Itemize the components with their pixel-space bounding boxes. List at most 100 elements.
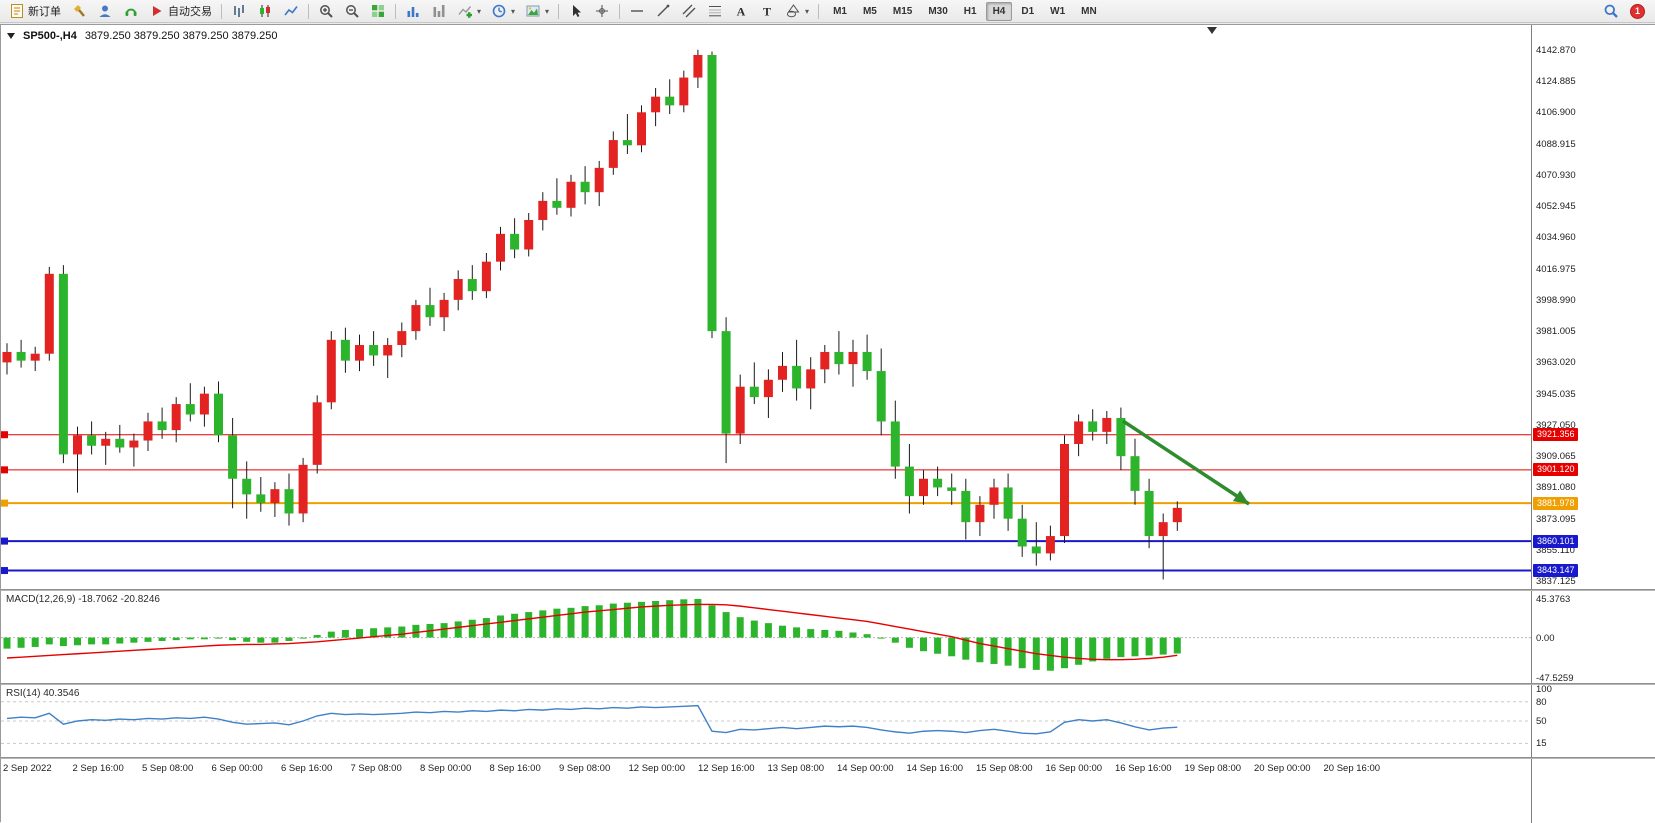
candle-bullish (763, 379, 773, 398)
candle-bullish (651, 96, 661, 113)
macd-histogram-bar (313, 635, 321, 638)
candle-bullish (806, 369, 816, 389)
line-left-marker[interactable] (1, 567, 8, 575)
rsi-scale-label: 100 (1536, 684, 1552, 695)
macd-histogram-bar (708, 605, 716, 638)
timeframe-h1-button[interactable]: H1 (963, 5, 977, 17)
candle-bearish (890, 421, 900, 467)
timeframe-m1-button[interactable]: M1 (833, 5, 847, 17)
auto-trading-button[interactable]: 自动交易 (145, 1, 216, 21)
candle-bullish (538, 200, 548, 220)
zoom-in-button[interactable] (314, 1, 338, 21)
dropdown-caret-icon: ▾ (511, 6, 516, 16)
chart-shift-marker[interactable] (1207, 27, 1217, 34)
line-left-marker[interactable] (1, 466, 8, 474)
rsi-scale-label: 80 (1536, 696, 1547, 708)
macd-panel[interactable] (1, 591, 1531, 683)
macd-histogram-bar (1159, 637, 1167, 655)
channel-tool-button[interactable] (677, 1, 701, 21)
macd-histogram-bar (539, 610, 547, 638)
templates-button[interactable]: ▾ (521, 1, 553, 21)
macd-label: MACD(12,26,9) -18.7062 -20.8246 (6, 594, 160, 605)
candle-bearish (1003, 487, 1013, 519)
timeframe-m30-button[interactable]: M30 (928, 5, 948, 17)
macd-histogram-bar (849, 632, 857, 638)
trendline-tool-button[interactable] (651, 1, 675, 21)
line-left-marker[interactable] (1, 537, 8, 545)
panel-divider-macd[interactable] (1, 589, 1655, 591)
macd-histogram-bar (59, 637, 67, 647)
ea-wizard-button[interactable] (67, 1, 91, 21)
price-axis-label: 3891.080 (1536, 482, 1576, 494)
time-axis[interactable]: 2 Sep 2022 2 Sep 16:00 5 Sep 08:00 6 Sep 00… (1, 759, 1531, 823)
fibonacci-icon (709, 6, 722, 17)
time-axis-label: 15 Sep 08:00 (976, 763, 1033, 774)
arrow-annotation[interactable] (1122, 419, 1250, 506)
macd-histogram-bar (398, 626, 406, 638)
zoom-out-button[interactable] (340, 1, 364, 21)
notification-badge[interactable]: 1 (1630, 3, 1645, 19)
price-chart[interactable] (1, 25, 1531, 589)
candle-bullish (397, 331, 407, 346)
timeframe-mn-button[interactable]: MN (1081, 5, 1097, 17)
timeframe-d1-button[interactable]: D1 (1021, 5, 1035, 17)
price-axis[interactable]: 4142.870 4124.885 4106.900 4088.915 4070.930… (1531, 25, 1655, 823)
candle-bullish (1158, 522, 1168, 537)
objects-window-button[interactable] (427, 1, 451, 21)
candle-bullish (2, 351, 12, 363)
rsi-panel[interactable] (1, 685, 1531, 757)
periods-button[interactable]: ▾ (487, 1, 519, 21)
price-axis-label: 4070.930 (1536, 169, 1576, 181)
chart-window: 4142.870 4124.885 4106.900 4088.915 4070.930… (0, 24, 1655, 823)
shapes-tool-button[interactable]: ▾ (781, 1, 813, 21)
new-order-button[interactable]: 新订单 (5, 1, 65, 21)
price-axis-label: 4052.945 (1536, 201, 1576, 213)
profile-button[interactable] (93, 1, 117, 21)
macd-histogram-bar (807, 629, 815, 638)
candlestick-chart-button[interactable] (253, 1, 277, 21)
timeframe-w1-button[interactable]: W1 (1050, 5, 1066, 17)
timeframe-h4-button[interactable]: H4 (985, 1, 1013, 21)
add-indicator-icon (458, 6, 472, 18)
macd-histogram-bar (1145, 637, 1153, 656)
timeframe-m5-button[interactable]: M5 (862, 5, 877, 17)
candle-bullish (496, 233, 505, 262)
objects-icon (433, 5, 445, 17)
cursor-tool-button[interactable] (564, 1, 588, 21)
toolbar-separator (558, 3, 560, 19)
bar-chart-icon (234, 5, 244, 17)
candle-bearish (1031, 546, 1041, 554)
panel-divider-timeaxis[interactable] (1, 757, 1655, 759)
tile-windows-button[interactable] (366, 1, 390, 21)
text-label-tool-button[interactable]: T (755, 1, 779, 21)
macd-histogram-bar (764, 623, 772, 638)
timeframe-m15-button[interactable]: M15 (892, 5, 913, 17)
bar-chart-button[interactable] (227, 1, 251, 21)
candle-bearish (1088, 421, 1098, 432)
text-tool-button[interactable]: A (729, 1, 753, 21)
macd-histogram-bar (482, 618, 490, 638)
indicators-window-button[interactable] (401, 1, 425, 21)
time-axis-label: 16 Sep 00:00 (1045, 763, 1103, 774)
line-left-marker[interactable] (1, 431, 8, 439)
dropdown-caret-icon: ▾ (477, 6, 482, 16)
dropdown-caret-icon: ▾ (545, 6, 550, 16)
time-axis-label: 8 Sep 16:00 (489, 763, 541, 774)
price-axis-label: 4142.870 (1536, 45, 1576, 56)
time-axis-label: 6 Sep 00:00 (211, 763, 263, 774)
macd-histogram-bar (779, 625, 786, 638)
line-left-marker[interactable] (1, 499, 8, 507)
support-button[interactable] (119, 1, 143, 21)
panel-divider-rsi[interactable] (1, 683, 1655, 685)
crosshair-tool-button[interactable] (590, 1, 614, 21)
macd-histogram-bar (116, 637, 124, 644)
add-indicator-button[interactable]: ▾ (453, 1, 485, 21)
one-click-trading-collapse-icon[interactable] (7, 33, 15, 39)
candle-bearish (467, 279, 477, 292)
fibonacci-tool-button[interactable] (703, 1, 727, 21)
macd-histogram-bar (1061, 637, 1068, 669)
horizontal-line-tool-button[interactable] (625, 1, 649, 21)
line-chart-button[interactable] (279, 1, 303, 21)
search-button[interactable] (1599, 1, 1623, 21)
toolbar-separator (308, 3, 309, 19)
